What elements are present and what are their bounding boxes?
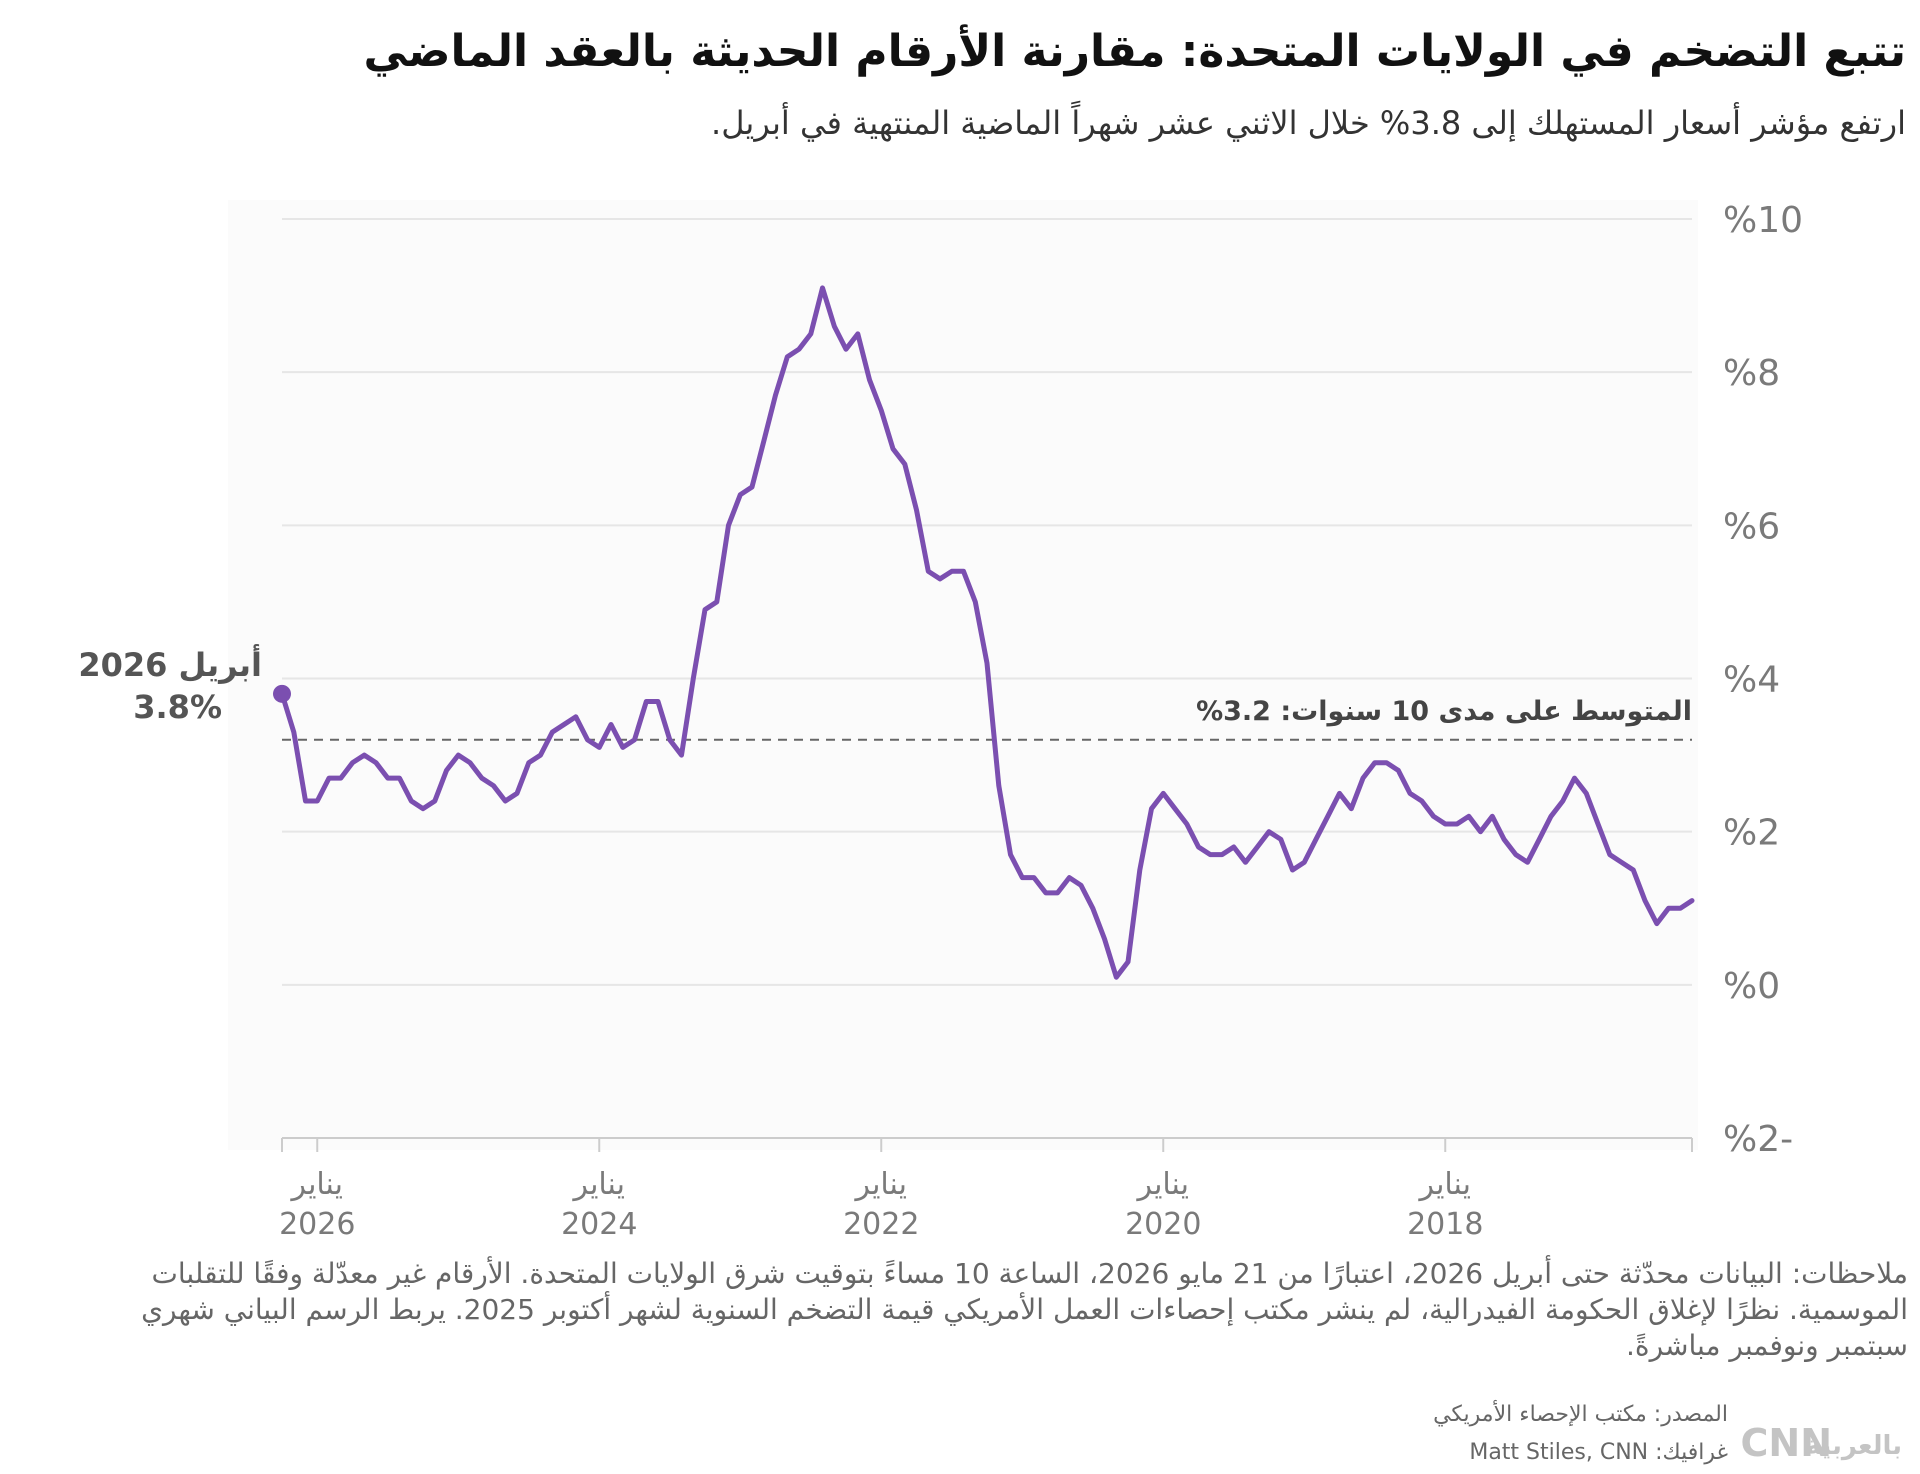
cpi-series-line xyxy=(279,285,1695,980)
latest-point-value-label: 3.8% xyxy=(133,688,222,726)
x-tick-year-label: 2022 xyxy=(843,1207,919,1240)
x-tick-year-label: 2020 xyxy=(1125,1207,1201,1240)
grid-lines xyxy=(282,218,1692,986)
y-tick-label: %8 xyxy=(1723,353,1780,394)
latest-point-date-label: أبريل 2026 xyxy=(78,644,262,684)
y-tick-label: %2 xyxy=(1723,813,1780,854)
source-line: المصدر: مكتب الإحصاء الأمريكي xyxy=(1433,1402,1728,1427)
x-tick-year-label: 2026 xyxy=(279,1207,355,1240)
y-tick-label: %0 xyxy=(1723,966,1780,1007)
y-tick-label: %6 xyxy=(1723,506,1780,547)
x-tick-month-label: يناير xyxy=(572,1167,625,1202)
graphic-credit: غرافيك: Matt Stiles, CNN xyxy=(1469,1440,1728,1465)
x-tick-month-label: يناير xyxy=(290,1167,343,1202)
chart-subtitle: ارتفع مؤشر أسعار المستهلك إلى 3.8% خلال … xyxy=(711,104,1906,142)
x-tick-year-label: 2018 xyxy=(1407,1207,1483,1240)
logo-arabic-text: بالعربية xyxy=(1806,1431,1902,1461)
inflation-line-chart: %10%8%6%4%2%0%2- يناير2026يناير2024يناير… xyxy=(78,200,1803,1240)
x-axis: يناير 2026 يناير 2024 يناير 2022 يناير 2020 يناي… xyxy=(279,1138,1693,1240)
y-tick-label: %10 xyxy=(1723,200,1803,241)
chart-title: تتبع التضخم في الولايات المتحدة: مقارنة … xyxy=(363,26,1906,77)
y-tick-label: %2- xyxy=(1723,1119,1793,1160)
ten-year-average-label: المتوسط على مدى 10 سنوات: 3.2% xyxy=(1196,696,1692,727)
x-tick-month-label: يناير xyxy=(1418,1167,1471,1202)
y-axis: %10 %8 %6 %4 %2 %0 %2- xyxy=(1723,200,1803,1160)
plot-area xyxy=(228,200,1698,1150)
x-tick-month-label: يناير xyxy=(1136,1167,1189,1202)
y-tick-label: %4 xyxy=(1723,660,1780,701)
cnn-arabic-logo: CNN بالعربية xyxy=(1728,1414,1904,1466)
latest-point-marker xyxy=(273,684,291,703)
logo-cnn-text: CNN xyxy=(1741,1421,1833,1465)
x-tick-year-label: 2024 xyxy=(561,1207,637,1240)
x-tick-month-label: يناير xyxy=(854,1167,907,1202)
chart-notes: ملاحظات: البيانات محدّثة حتى أبريل 2026،… xyxy=(141,1257,1908,1362)
